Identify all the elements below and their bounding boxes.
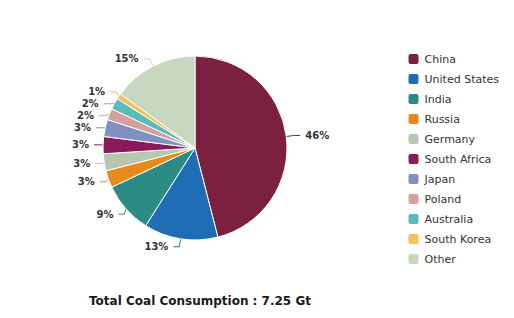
svg-text:13%: 13%: [144, 241, 168, 252]
svg-text:United States: United States: [425, 73, 500, 86]
svg-text:15%: 15%: [115, 53, 139, 64]
svg-text:3%: 3%: [72, 139, 89, 150]
svg-text:Total Coal Consumption : 7.25: Total Coal Consumption : 7.25 Gt: [89, 294, 311, 308]
svg-text:Australia: Australia: [425, 213, 474, 226]
svg-text:Other: Other: [425, 253, 457, 266]
svg-text:1%: 1%: [88, 86, 105, 97]
svg-text:China: China: [425, 53, 456, 66]
svg-text:Poland: Poland: [425, 193, 462, 206]
svg-text:2%: 2%: [77, 110, 94, 121]
svg-text:South Africa: South Africa: [425, 153, 492, 166]
svg-text:2%: 2%: [82, 98, 99, 109]
svg-text:46%: 46%: [305, 130, 329, 141]
svg-text:India: India: [425, 93, 452, 106]
svg-text:9%: 9%: [96, 209, 113, 220]
svg-text:3%: 3%: [73, 158, 90, 169]
svg-text:3%: 3%: [74, 122, 91, 133]
svg-text:South Korea: South Korea: [425, 233, 492, 246]
svg-text:Japan: Japan: [424, 173, 456, 186]
svg-text:Germany: Germany: [425, 133, 476, 146]
svg-text:Russia: Russia: [425, 113, 460, 126]
svg-text:3%: 3%: [78, 176, 95, 187]
